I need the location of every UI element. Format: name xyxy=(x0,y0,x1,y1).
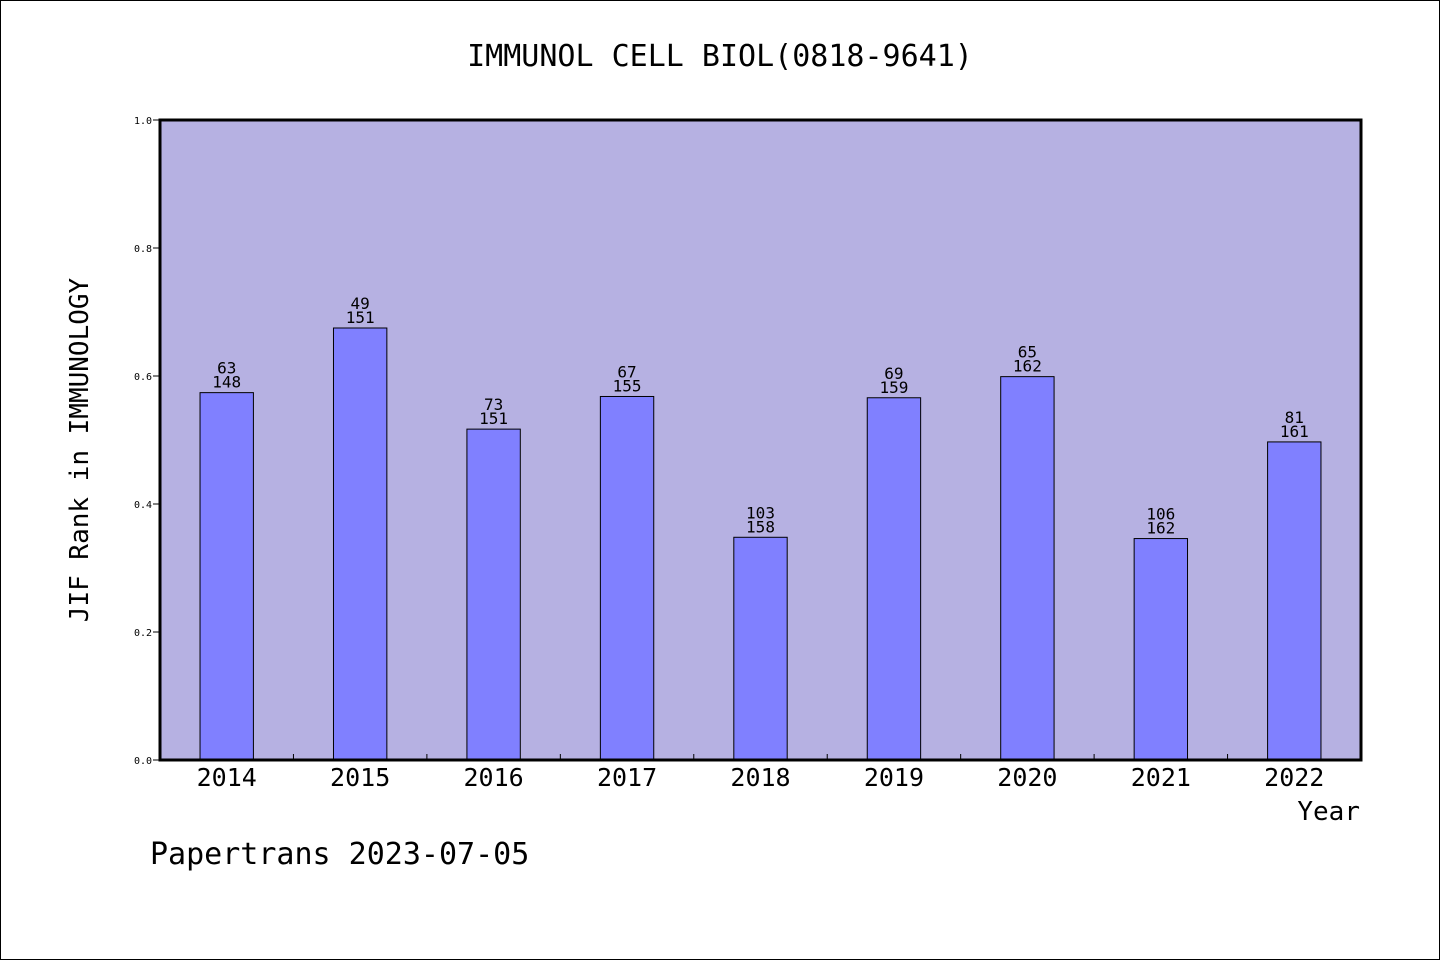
bar-labels: 6314849151731516715510315869159651621061… xyxy=(212,294,1308,538)
bar xyxy=(1267,441,1322,761)
bar-total-label: 162 xyxy=(1013,357,1042,376)
x-tick-label: 2016 xyxy=(464,763,524,792)
bar-rank-label: 65 xyxy=(1018,343,1037,362)
bar-rank-label: 73 xyxy=(484,395,503,414)
x-axis-title: Year xyxy=(1297,797,1360,827)
bar xyxy=(332,327,388,761)
x-tick-label: 2014 xyxy=(197,763,257,792)
bar-total-label: 151 xyxy=(479,409,508,428)
chart-title: IMMUNOL CELL BIOL(0818-9641) xyxy=(467,39,973,74)
x-tick-label: 2020 xyxy=(997,763,1057,792)
y-axis: 0.0 0.2 0.4 0.6 0.8 1.0 xyxy=(134,116,160,767)
bar xyxy=(466,428,521,761)
bar xyxy=(1133,538,1189,761)
y-tick-label: 0.4 xyxy=(134,500,152,511)
y-tick-label: 0.8 xyxy=(134,244,152,255)
x-tick-label: 2022 xyxy=(1264,763,1324,792)
bars xyxy=(199,327,1322,761)
bar-rank-label: 67 xyxy=(617,362,636,381)
footer-watermark-date: Papertrans 2023-07-05 xyxy=(150,837,529,872)
y-tick-label: 1.0 xyxy=(134,116,152,127)
bar xyxy=(1000,376,1055,761)
bar-total-label: 159 xyxy=(879,378,908,397)
bar-rank-label: 49 xyxy=(351,294,370,313)
x-tick-label: 2018 xyxy=(730,763,790,792)
x-tick-label: 2019 xyxy=(864,763,924,792)
bar xyxy=(733,536,788,761)
bar-rank-label: 103 xyxy=(746,503,775,522)
y-tick-label: 0.0 xyxy=(134,756,152,767)
bar-total-label: 155 xyxy=(613,376,642,395)
bar-rank-label: 81 xyxy=(1285,408,1304,427)
bar-rank-label: 106 xyxy=(1146,505,1175,524)
plot-border xyxy=(158,118,1363,762)
y-axis-title: JIF Rank in IMMUNOLOGY xyxy=(65,277,95,622)
bar xyxy=(866,397,922,761)
x-tick-label: 2015 xyxy=(330,763,390,792)
bar-total-label: 161 xyxy=(1280,422,1309,441)
bar xyxy=(599,395,655,761)
y-tick-label: 0.2 xyxy=(134,628,152,639)
x-axis: 2014 2015 2016 2017 2018 2019 2020 2021 2022 xyxy=(197,754,1324,792)
x-tick-label: 2017 xyxy=(597,763,657,792)
bar xyxy=(199,392,254,761)
bar-total-label: 162 xyxy=(1146,519,1175,538)
bar-rank-label: 63 xyxy=(217,359,236,378)
x-tick-label: 2021 xyxy=(1131,763,1191,792)
y-tick-label: 0.6 xyxy=(134,372,152,383)
bar-rank-label: 69 xyxy=(884,364,903,383)
bar-total-label: 158 xyxy=(746,517,775,536)
bar-total-label: 151 xyxy=(346,308,375,327)
bar-total-label: 148 xyxy=(212,373,241,392)
